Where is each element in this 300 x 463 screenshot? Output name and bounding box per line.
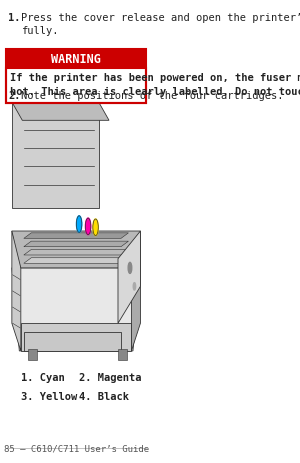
Circle shape [128,263,132,274]
Polygon shape [24,258,128,264]
Circle shape [133,283,136,290]
Polygon shape [131,232,140,351]
Polygon shape [24,242,128,247]
Text: If the printer has been powered on, the fuser may be
hot. This area is clearly l: If the printer has been powered on, the … [11,73,300,97]
Polygon shape [12,103,109,121]
Text: Note the positions of the four cartridges.: Note the positions of the four cartridge… [21,91,283,101]
Polygon shape [28,349,37,360]
FancyBboxPatch shape [6,69,146,104]
Polygon shape [21,324,131,351]
Polygon shape [12,103,99,208]
Polygon shape [12,232,21,351]
Circle shape [76,216,82,233]
Text: 85 – C610/C711 User’s Guide: 85 – C610/C711 User’s Guide [4,444,149,452]
Text: 2. Magenta: 2. Magenta [79,372,142,382]
Text: 2.: 2. [8,91,21,101]
Polygon shape [24,333,121,351]
Polygon shape [24,233,128,239]
Text: 3. Yellow: 3. Yellow [21,391,77,401]
Polygon shape [12,232,140,269]
Text: 1.: 1. [8,13,21,23]
Text: WARNING: WARNING [51,53,101,66]
Circle shape [93,219,98,236]
Polygon shape [12,269,140,351]
Text: 1. Cyan: 1. Cyan [21,372,64,382]
Circle shape [85,219,91,235]
Text: 4. Black: 4. Black [79,391,129,401]
Polygon shape [24,250,128,256]
FancyBboxPatch shape [6,50,146,69]
Polygon shape [118,349,127,360]
Polygon shape [118,232,140,324]
Text: Press the cover release and open the printer’s top cover
fully.: Press the cover release and open the pri… [21,13,300,36]
